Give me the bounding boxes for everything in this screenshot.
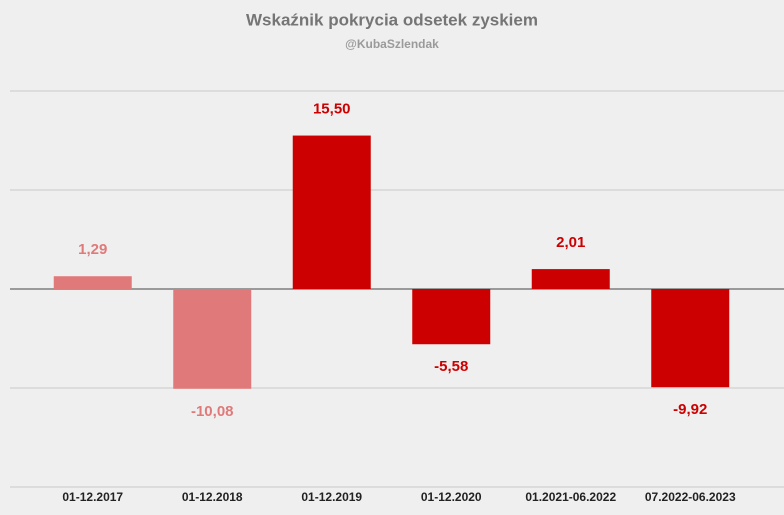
data-label: -10,08 [191, 403, 234, 420]
bar [531, 269, 610, 289]
data-label: 2,01 [556, 234, 585, 251]
x-tick-label: 01-12.2017 [62, 490, 123, 504]
data-label: -5,58 [434, 358, 468, 375]
data-label: -9,92 [673, 401, 707, 418]
x-tick-label: 01.2021-06.2022 [525, 490, 616, 504]
x-tick-label: 01-12.2018 [182, 490, 243, 504]
data-label: 1,29 [78, 241, 107, 258]
bar [173, 289, 252, 389]
chart-title: Wskaźnik pokrycia odsetek zyskiem [246, 10, 538, 29]
bar [292, 135, 371, 289]
bar [53, 276, 132, 289]
bar [412, 289, 491, 345]
x-tick-label: 07.2022-06.2023 [645, 490, 736, 504]
chart-subtitle: @KubaSzlendak [345, 37, 439, 51]
x-tick-label: 01-12.2020 [421, 490, 482, 504]
bar [651, 289, 730, 388]
data-label: 15,50 [313, 101, 351, 118]
x-tick-label: 01-12.2019 [301, 490, 362, 504]
